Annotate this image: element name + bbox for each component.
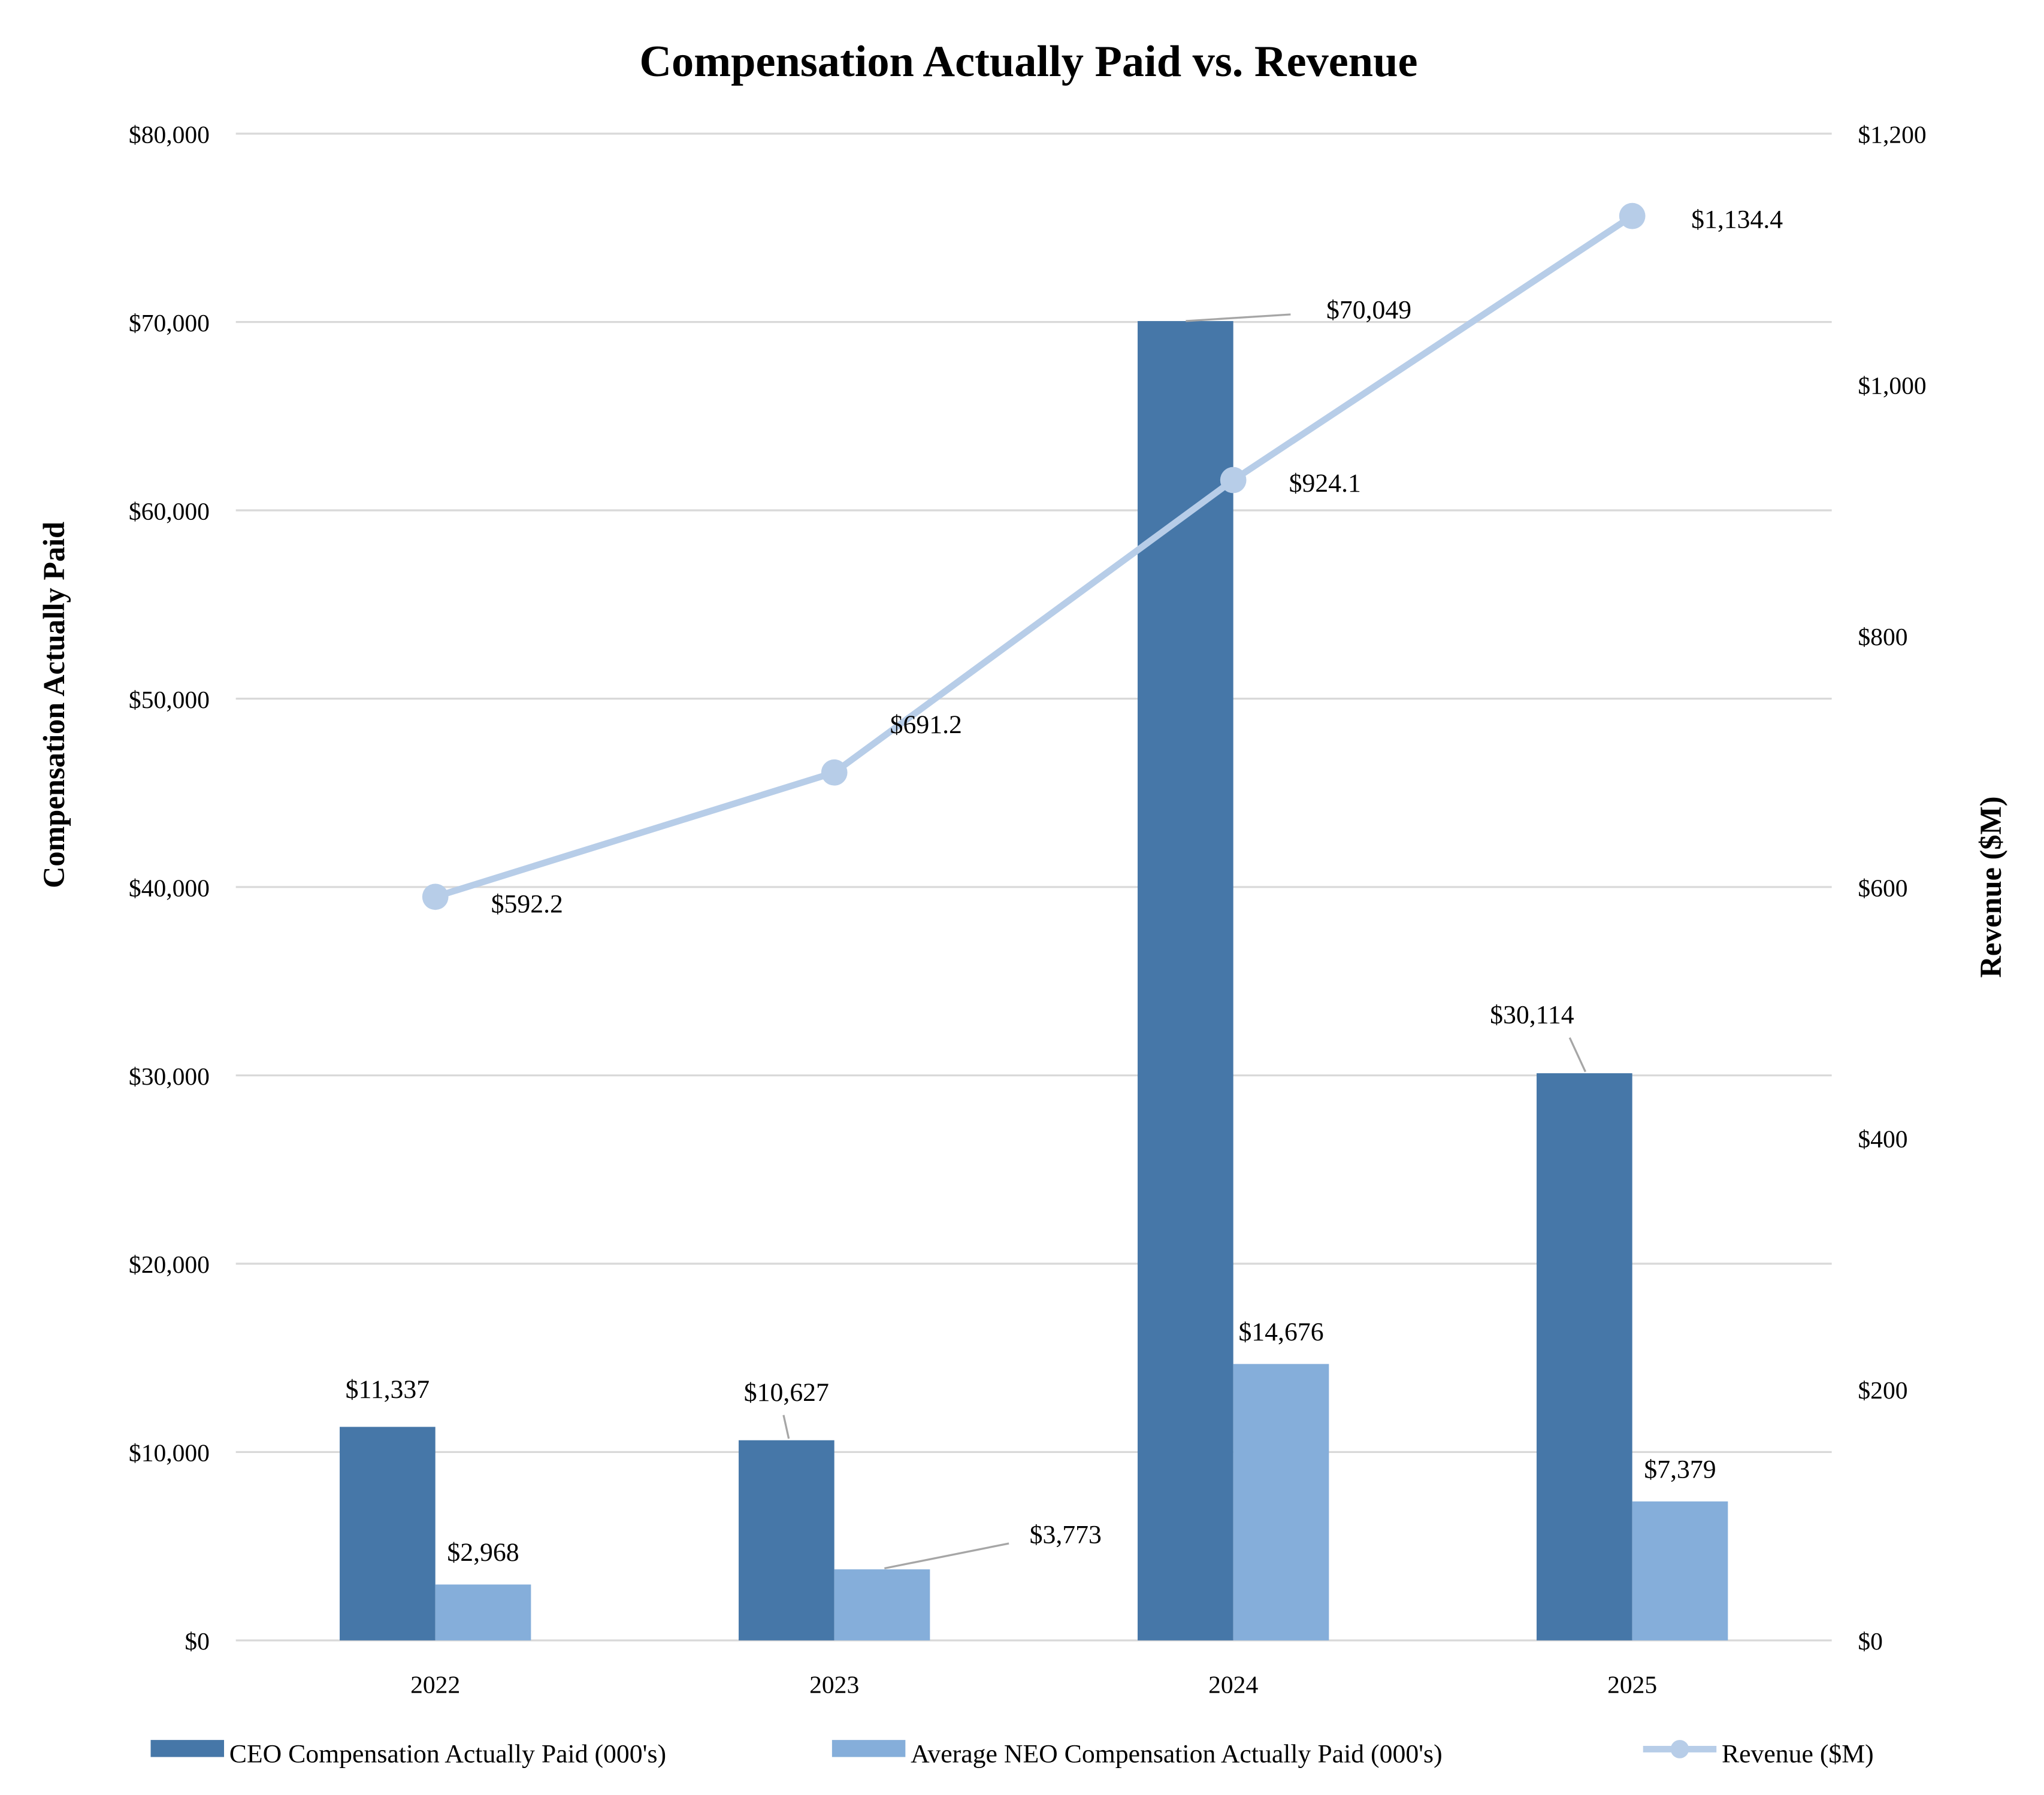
label-revenue-2025: $1,134.4: [1691, 205, 1783, 234]
bar-neo-2022: [435, 1584, 531, 1640]
left-axis-ticks: $0 $10,000 $20,000 $30,000 $40,000 $50,000 $60…: [129, 120, 210, 1655]
x-tick-label: 2022: [410, 1670, 460, 1698]
leader-line: [782, 1415, 790, 1439]
revenue-point-2024: [1220, 467, 1247, 494]
label-neo-2023: $3,773: [1030, 1520, 1102, 1549]
right-tick-label: $400: [1858, 1125, 1907, 1153]
right-tick-label: $1,000: [1858, 372, 1926, 399]
x-tick-label: 2024: [1208, 1670, 1258, 1698]
leader-line: [1568, 1037, 1586, 1073]
bars: [340, 321, 1728, 1640]
label-neo-2022: $2,968: [447, 1538, 519, 1567]
left-tick-label: $40,000: [129, 874, 210, 901]
data-labels: $11,337 $2,968 $592.2 $10,627 $3,773 $691.2 $7…: [346, 205, 1783, 1570]
left-tick-label: $60,000: [129, 497, 210, 525]
right-tick-label: $1,200: [1858, 120, 1926, 148]
bar-neo-2025: [1632, 1501, 1728, 1640]
left-tick-label: $50,000: [129, 686, 210, 713]
left-tick-label: $0: [185, 1627, 210, 1655]
x-tick-label: 2023: [809, 1670, 859, 1698]
x-axis-ticks: 2022 2023 2024 2025: [410, 1670, 1657, 1698]
gridlines: [235, 132, 1832, 1642]
label-revenue-2024: $924.1: [1289, 469, 1361, 498]
left-axis-title: Compensation Actually Paid: [37, 522, 71, 888]
legend-swatch-neo: [831, 1740, 906, 1757]
legend-label-revenue: Revenue ($M): [1722, 1739, 1874, 1768]
revenue-point-2025: [1619, 202, 1646, 229]
legend-swatch-ceo: [150, 1740, 225, 1757]
right-tick-label: $600: [1858, 874, 1907, 901]
right-axis-ticks: $0 $200 $400 $600 $800 $1,000 $1,200: [1858, 120, 1926, 1655]
label-revenue-2023: $691.2: [890, 710, 962, 739]
legend-swatch-revenue-marker: [1670, 1740, 1689, 1758]
label-ceo-2025: $30,114: [1490, 1001, 1574, 1030]
right-tick-label: $0: [1858, 1627, 1883, 1655]
bar-neo-2024: [1233, 1364, 1329, 1640]
revenue-point-2023: [821, 759, 848, 786]
right-tick-label: $800: [1858, 623, 1907, 650]
left-tick-label: $10,000: [129, 1439, 210, 1467]
revenue-series-line: [434, 213, 1634, 900]
left-tick-label: $30,000: [129, 1063, 210, 1090]
label-neo-2025: $7,379: [1644, 1455, 1716, 1484]
bar-ceo-2023: [739, 1440, 834, 1640]
left-tick-label: $20,000: [129, 1251, 210, 1278]
label-ceo-2023: $10,627: [744, 1378, 829, 1407]
revenue-point-2022: [422, 883, 449, 910]
label-neo-2024: $14,676: [1238, 1318, 1323, 1346]
left-tick-label: $80,000: [129, 120, 210, 148]
label-ceo-2024: $70,049: [1326, 296, 1411, 325]
bar-ceo-2025: [1537, 1073, 1632, 1640]
right-axis-title: Revenue ($M): [1974, 796, 2007, 977]
chart-title: Compensation Actually Paid vs. Revenue: [639, 37, 1417, 86]
left-tick-label: $70,000: [129, 309, 210, 337]
revenue-line: [422, 202, 1646, 910]
x-tick-label: 2025: [1607, 1670, 1657, 1698]
label-revenue-2022: $592.2: [491, 890, 563, 919]
legend-label-ceo: CEO Compensation Actually Paid (000's): [229, 1739, 666, 1768]
legend-label-neo: Average NEO Compensation Actually Paid (…: [911, 1739, 1443, 1768]
leader-line: [884, 1542, 1009, 1570]
leader-line: [1186, 313, 1291, 322]
bar-neo-2023: [834, 1569, 930, 1640]
legend: CEO Compensation Actually Paid (000's) A…: [150, 1739, 1874, 1768]
bar-ceo-2022: [340, 1427, 436, 1640]
right-tick-label: $200: [1858, 1376, 1907, 1404]
label-ceo-2022: $11,337: [346, 1375, 430, 1404]
